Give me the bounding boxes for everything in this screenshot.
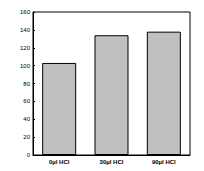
svg-text:80: 80 bbox=[23, 81, 30, 87]
svg-text:0µl HCl: 0µl HCl bbox=[49, 159, 70, 165]
svg-text:100: 100 bbox=[20, 63, 31, 69]
svg-text:40: 40 bbox=[23, 116, 30, 122]
svg-text:90µl HCl: 90µl HCl bbox=[152, 159, 176, 165]
svg-text:0: 0 bbox=[27, 152, 31, 158]
svg-text:20: 20 bbox=[23, 134, 30, 140]
svg-text:60: 60 bbox=[23, 98, 30, 104]
svg-text:30µl HCl: 30µl HCl bbox=[100, 159, 124, 165]
svg-text:160: 160 bbox=[20, 9, 31, 15]
svg-text:120: 120 bbox=[20, 45, 31, 51]
svg-text:140: 140 bbox=[20, 27, 31, 33]
